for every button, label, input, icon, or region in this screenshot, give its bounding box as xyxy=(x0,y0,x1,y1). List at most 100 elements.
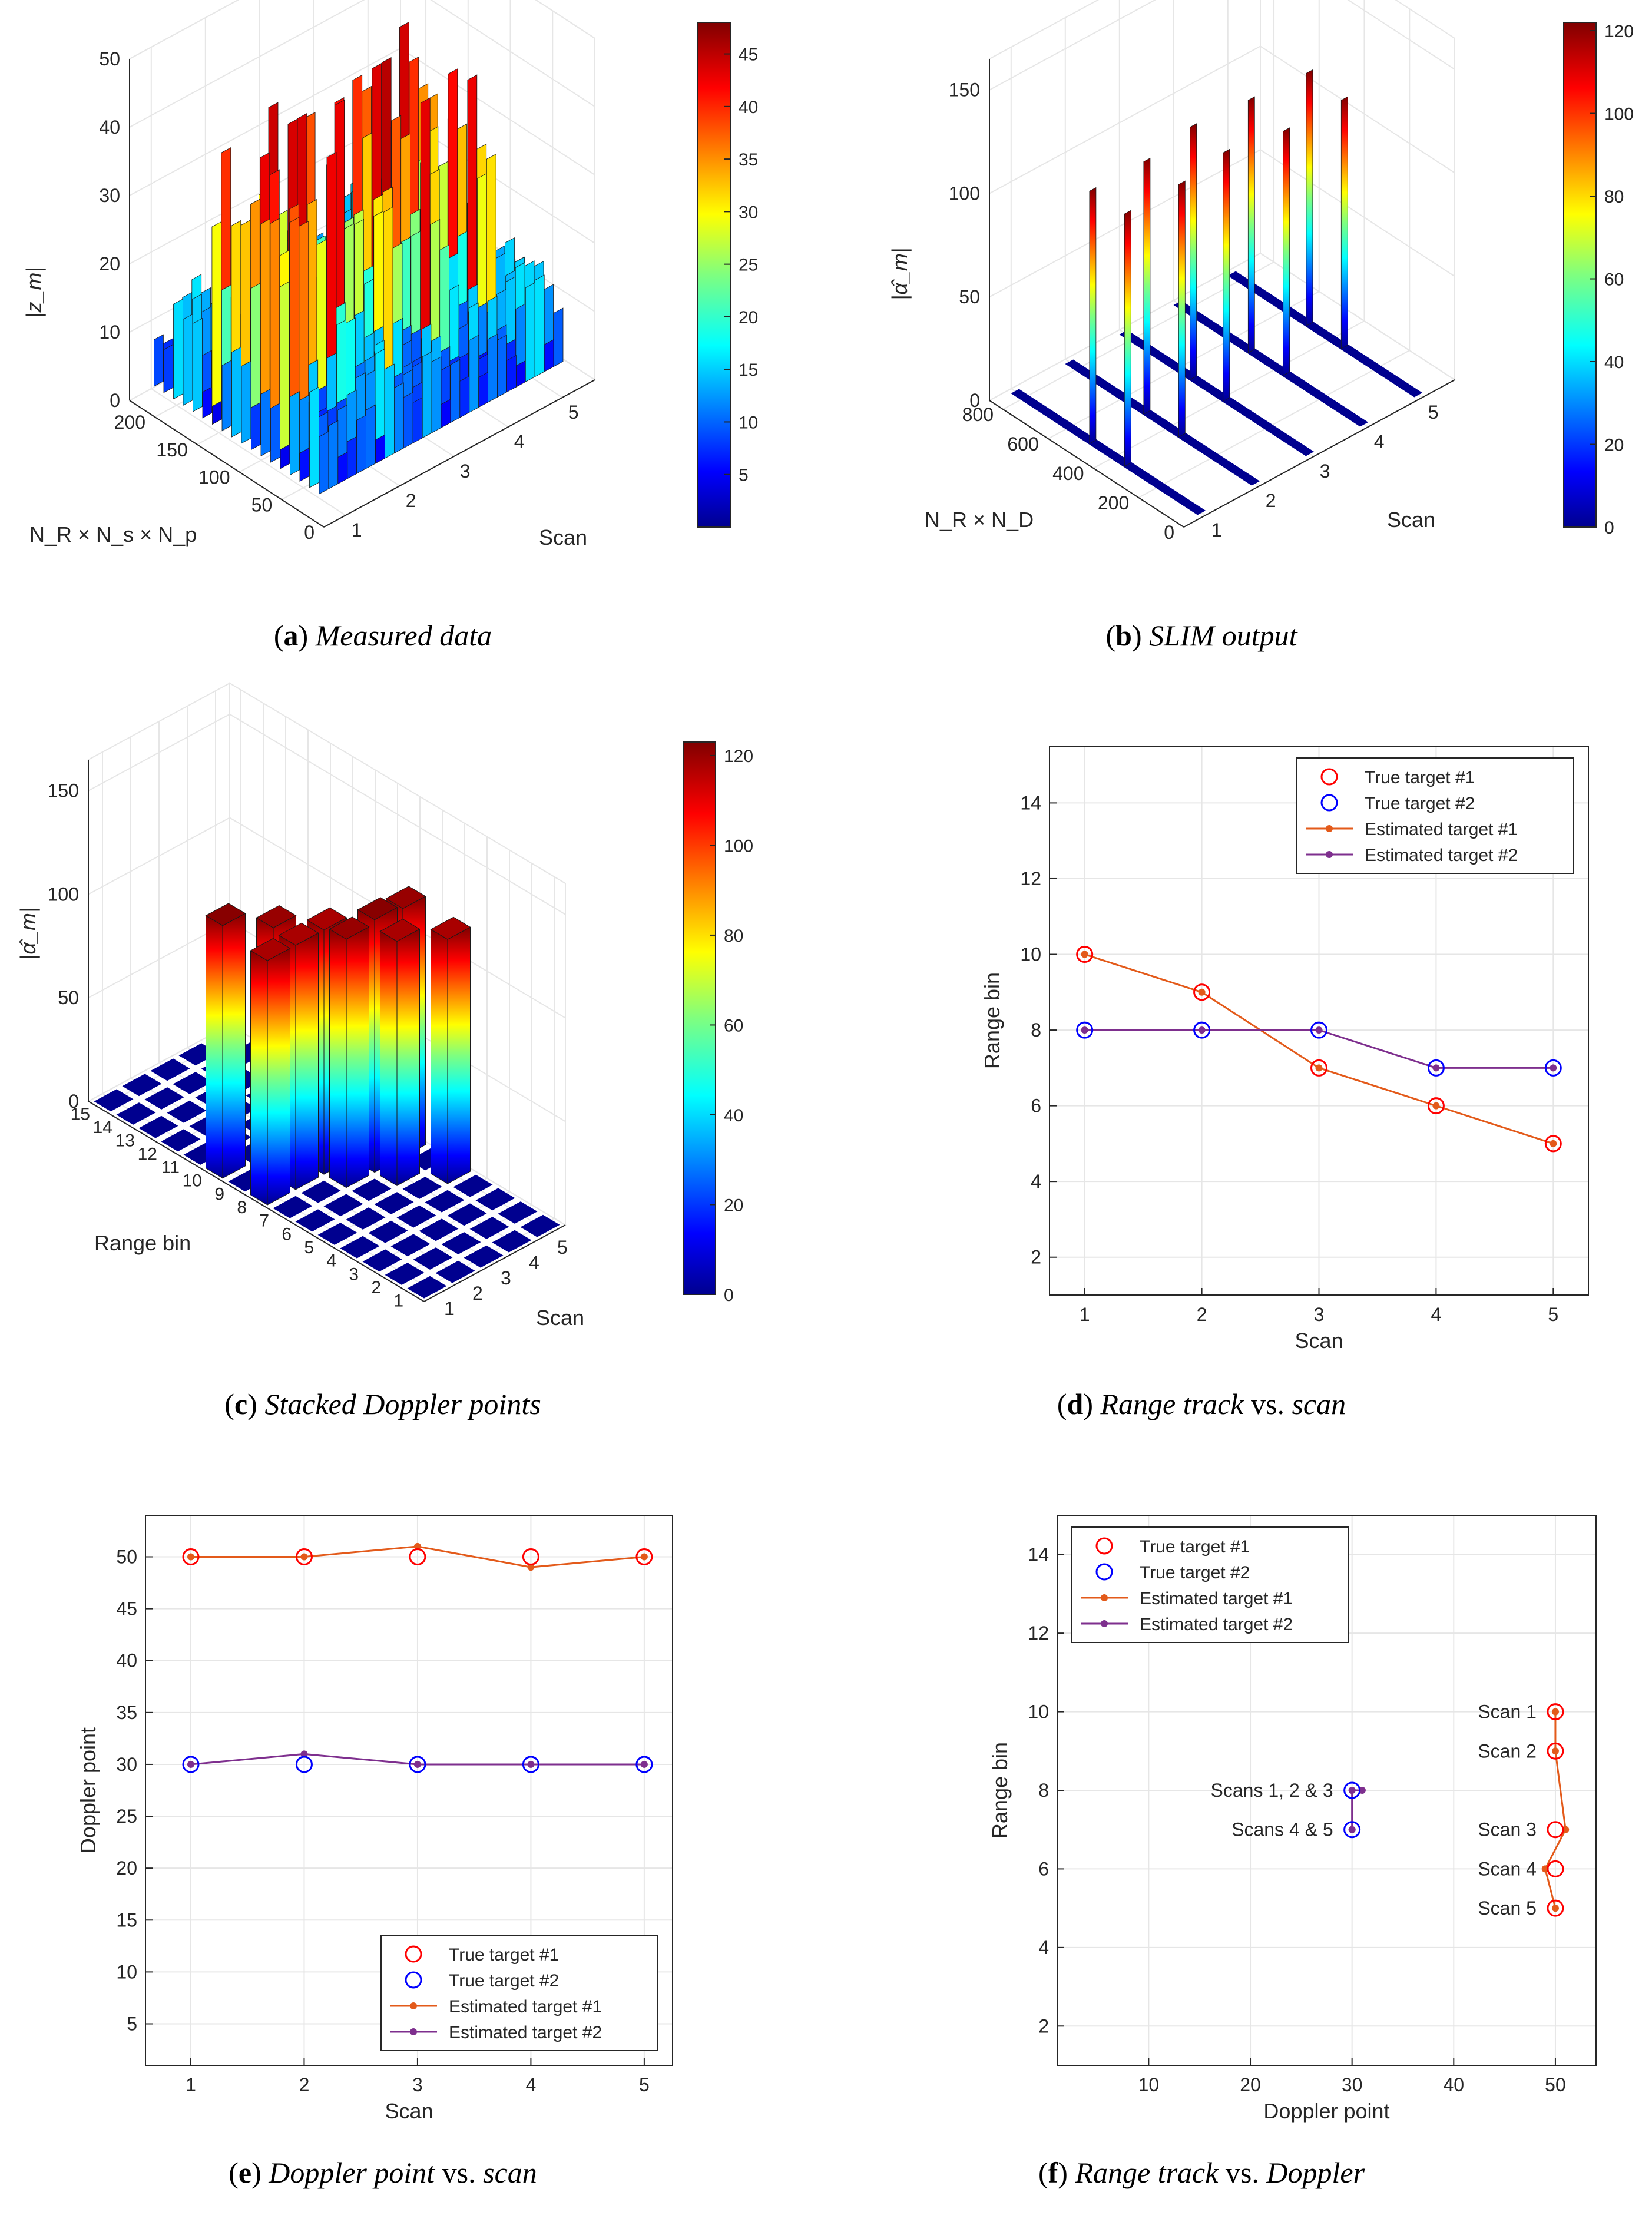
stem xyxy=(1247,96,1255,353)
data-point xyxy=(1198,988,1206,996)
colorbar-tick-label: 120 xyxy=(724,747,753,766)
y-tick-label: 600 xyxy=(1007,433,1038,455)
x-tick-label: 1 xyxy=(1211,519,1222,541)
legend-marker xyxy=(405,1971,422,1989)
z-tick-label: 150 xyxy=(48,780,79,802)
data-point xyxy=(640,1553,648,1561)
x-tick-label: 1 xyxy=(1080,1304,1090,1325)
y-axis-label: N_R × N_s × N_p xyxy=(29,522,197,547)
y-tick-label: 14 xyxy=(1020,792,1041,813)
surface-patch xyxy=(251,402,261,451)
grid-line xyxy=(989,0,1157,91)
y-tick-label: 14 xyxy=(93,1118,112,1137)
surface-patch xyxy=(366,404,376,469)
caption-c: (c) Stacked Doppler points xyxy=(224,1387,541,1420)
data-point xyxy=(1343,1781,1361,1799)
legend-label: Estimated target #1 xyxy=(449,1997,602,2016)
y-tick-label: 15 xyxy=(71,1104,90,1124)
y-tick-label: 8 xyxy=(1038,1780,1049,1801)
bar-side xyxy=(250,950,268,1206)
y-tick-label: 0 xyxy=(1164,522,1174,543)
colorbar-tick-label: 60 xyxy=(1604,270,1624,290)
caption-e: (e) Doppler point vs. scan xyxy=(229,2156,537,2189)
y-tick-label: 150 xyxy=(156,439,187,461)
data-point xyxy=(1076,1021,1094,1039)
surface-patch xyxy=(422,351,432,439)
y-tick-label: 15 xyxy=(116,1909,137,1930)
annotation: Scan 1 xyxy=(1478,1701,1537,1723)
floor-tile xyxy=(475,1188,515,1211)
data-point xyxy=(522,1548,539,1565)
x-tick-label: 3 xyxy=(1320,461,1330,482)
surface-patch xyxy=(290,391,300,476)
data-point xyxy=(409,1548,426,1565)
surface-patch xyxy=(202,386,213,419)
y-tick-label: 50 xyxy=(251,494,273,515)
series-line xyxy=(1351,1789,1362,1830)
grid-line xyxy=(430,0,595,107)
colorbar xyxy=(683,741,716,1295)
bar-top xyxy=(250,938,291,961)
y-tick-label: 40 xyxy=(116,1650,137,1671)
surface-patch xyxy=(553,307,564,367)
x-tick-label: 5 xyxy=(557,1237,568,1258)
y-axis-label: Range bin xyxy=(94,1231,191,1255)
legend-label: True target #2 xyxy=(1140,1563,1250,1582)
legend-label: Estimated target #2 xyxy=(449,2023,602,2042)
data-point xyxy=(640,1760,648,1768)
annotation: Scan 5 xyxy=(1478,1898,1537,1919)
y-tick-label: 0 xyxy=(304,522,314,543)
bar-top xyxy=(306,907,347,930)
z-axis-label: |z_m| xyxy=(22,267,46,318)
x-tick-label: 3 xyxy=(1314,1304,1325,1325)
floor-tile xyxy=(340,1236,380,1259)
surface-patch xyxy=(525,282,535,383)
surface-patch xyxy=(441,399,451,428)
data-point xyxy=(1432,1102,1440,1110)
y-tick-label: 6 xyxy=(1031,1095,1041,1117)
colorbar-tick-label: 80 xyxy=(1604,187,1624,207)
y-axis-label: Range bin xyxy=(988,1742,1012,1839)
y-tick-label: 20 xyxy=(116,1857,137,1879)
y-axis-label: Doppler point xyxy=(76,1727,100,1853)
floor-tile xyxy=(116,1102,156,1125)
surface-patch xyxy=(163,344,174,393)
surface-patch xyxy=(356,415,366,474)
legend: True target #1 True target #2 Estimated ta… xyxy=(380,1935,658,2051)
surface-patch xyxy=(544,339,554,372)
y-tick-label: 4 xyxy=(1038,1937,1049,1958)
data-point xyxy=(1547,1742,1564,1760)
zero-strip xyxy=(1065,359,1260,486)
data-point xyxy=(527,1760,535,1768)
y-tick-label: 50 xyxy=(116,1546,137,1567)
y-tick-label: 7 xyxy=(259,1211,269,1231)
y-tick-label: 9 xyxy=(214,1184,224,1204)
floor-tile xyxy=(368,1220,408,1243)
y-tick-label: 12 xyxy=(1020,868,1041,889)
y-axis-label: Range bin xyxy=(980,972,1004,1069)
annotation: Scans 4 & 5 xyxy=(1231,1819,1333,1840)
surface-patch xyxy=(154,334,164,387)
colorbar-tick-label: 80 xyxy=(724,926,743,946)
legend-marker-dot xyxy=(1101,1620,1108,1627)
panel-c-stacked-doppler: 05010015012345678910111213141512345|α̂_m… xyxy=(16,682,753,1330)
grid-line xyxy=(1260,253,1455,380)
y-tick-label: 200 xyxy=(114,412,145,433)
surface-patch xyxy=(183,313,193,406)
surface-patch xyxy=(394,382,404,454)
y-tick-label: 45 xyxy=(116,1598,137,1620)
data-point xyxy=(295,1756,313,1773)
colorbar xyxy=(697,22,731,528)
z-tick-label: 50 xyxy=(99,48,120,69)
data-point xyxy=(1310,1059,1327,1077)
grid-line xyxy=(1260,45,1455,174)
y-tick-label: 2 xyxy=(1031,1247,1041,1268)
x-tick-label: 3 xyxy=(412,2074,423,2095)
annotation: Scan 4 xyxy=(1478,1858,1537,1879)
bar-side xyxy=(329,928,347,1188)
legend-label: True target #1 xyxy=(449,1945,559,1965)
data-point xyxy=(1315,1064,1323,1072)
grid-line xyxy=(989,45,1261,194)
